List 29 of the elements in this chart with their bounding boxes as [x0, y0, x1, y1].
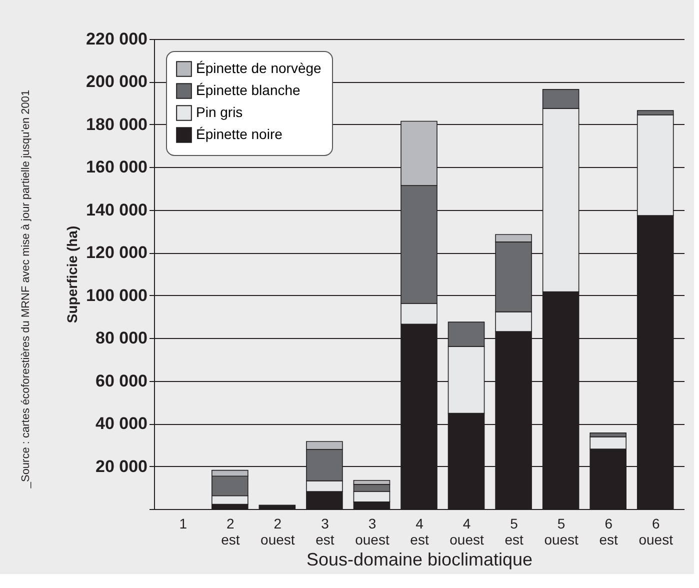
legend-label: Épinette noire: [196, 126, 283, 142]
x-tick-label: 3 ouest: [355, 516, 390, 548]
x-tick-label: 4 est: [410, 516, 429, 548]
legend-label: Épinette de norvège: [196, 60, 322, 76]
y-tick-label: 160 000: [86, 158, 148, 177]
y-tick-label: 40 000: [96, 414, 148, 434]
y-tick-label: 180 000: [86, 114, 148, 134]
x-tick-label: 2 est: [221, 516, 240, 548]
y-tick-label: 140 000: [86, 200, 148, 220]
x-tick-label: 4 ouest: [450, 516, 484, 548]
x-tick-label: 1: [179, 516, 188, 532]
x-tick-label: 3 est: [316, 516, 334, 548]
legend-label: Épinette blanche: [196, 82, 301, 98]
y-tick-label: 200 000: [86, 72, 148, 92]
y-tick-label: 220 000: [86, 30, 148, 48]
y-tick-label: 120 000: [86, 243, 148, 262]
y-tick-label: 80 000: [96, 328, 148, 348]
x-axis-title: Sous-domaine bioclimatique: [306, 550, 533, 570]
x-tick-label: 6 ouest: [638, 516, 674, 548]
text: _Source : cartes écoforestières du MRNF avec mise à jour partielle jusqu'en 2001: [20, 90, 32, 490]
y-tick-label: 100 000: [86, 286, 148, 305]
y-axis-title: Superficie (ha): [64, 226, 80, 324]
y-tick-label: 60 000: [96, 371, 148, 390]
x-tick-label: 2 ouest: [260, 516, 295, 548]
y-tick-label: 20 000: [96, 456, 148, 476]
x-tick-label: 6 est: [599, 516, 618, 548]
legend-label: Pin gris: [196, 104, 243, 120]
x-tick-label: 5 ouest: [544, 516, 579, 548]
x-tick-label: 5 est: [504, 516, 524, 548]
